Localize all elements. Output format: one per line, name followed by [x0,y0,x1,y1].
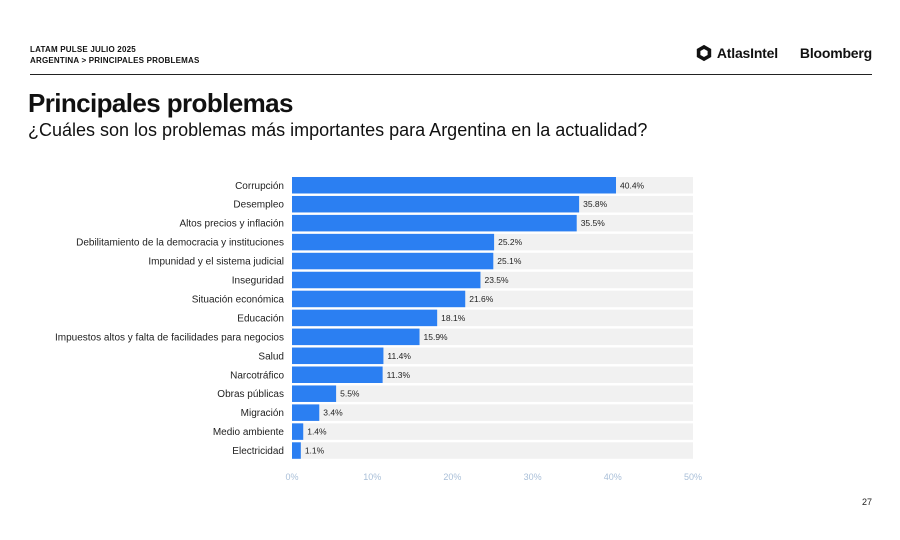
category-label: Impuestos altos y falta de facilidades p… [55,332,284,343]
x-tick-label: 40% [604,472,622,482]
bar [292,177,617,194]
data-label: 40.4% [620,180,645,190]
category-label: Desempleo [233,200,284,211]
data-label: 23.5% [484,275,509,285]
data-label: 25.2% [498,237,523,247]
bar [292,366,383,383]
atlasintel-logo-text: AtlasIntel [716,45,778,61]
page-subtitle: ¿Cuáles son los problemas más importante… [28,120,648,140]
report-series-label: LATAM PULSE JULIO 2025 [30,45,136,54]
x-tick-label: 0% [285,472,298,482]
bar [292,309,438,327]
bar [292,271,481,289]
data-label: 35.8% [583,199,608,209]
category-label: Altos precios y inflación [180,219,285,230]
bar [292,214,577,232]
category-label: Debilitamiento de la democracia y instit… [76,238,284,249]
bar-track [292,366,693,383]
data-label: 1.4% [307,427,327,437]
category-label: Narcotráfico [230,370,284,381]
data-label: 18.1% [441,313,466,323]
x-tick-label: 20% [443,472,461,482]
category-label: Impunidad y el sistema judicial [148,257,284,268]
category-label: Medio ambiente [213,427,285,438]
data-label: 21.6% [469,294,494,304]
bar-track [292,442,693,459]
data-label: 25.1% [497,256,522,266]
x-tick-label: 50% [684,472,702,482]
category-label: Corrupción [235,181,284,192]
category-label: Obras públicas [217,389,284,400]
bar-track [292,423,693,440]
atlasintel-logo: AtlasIntel [695,44,778,62]
bar [292,423,304,440]
x-tick-label: 30% [524,472,542,482]
category-label: Situación económica [192,294,285,305]
atlasintel-logo-icon [696,44,712,62]
x-tick-label: 10% [363,472,381,482]
bar-track [292,385,693,402]
bar [292,233,495,251]
data-label: 3.4% [323,408,343,418]
data-label: 11.3% [387,370,411,380]
bar [292,347,384,365]
bar-track [292,404,693,421]
breadcrumb: ARGENTINA > PRINCIPALES PROBLEMAS [30,56,200,65]
bar [292,290,466,308]
bar [292,404,320,421]
page-title: Principales problemas [28,88,293,118]
report-header: LATAM PULSE JULIO 2025 ARGENTINA > PRINC… [30,44,200,66]
category-label: Electricidad [232,446,284,457]
bar [292,252,494,270]
bar [292,195,580,213]
bar [292,442,301,459]
page-number: 27 [861,497,872,507]
data-label: 15.9% [424,332,449,342]
data-label: 1.1% [305,446,325,456]
bar [292,328,420,346]
bar-track [292,347,693,365]
category-label: Salud [258,351,284,362]
data-label: 35.5% [581,218,606,228]
category-label: Inseguridad [232,276,284,287]
header-divider [30,74,872,75]
bloomberg-logo: Bloomberg [799,45,872,61]
category-label: Educación [237,313,284,324]
data-label: 5.5% [340,389,360,399]
category-label: Migración [241,408,284,419]
logo-group: AtlasIntel Bloomberg [695,44,872,62]
bar [292,385,337,402]
data-label: 11.4% [387,351,411,361]
